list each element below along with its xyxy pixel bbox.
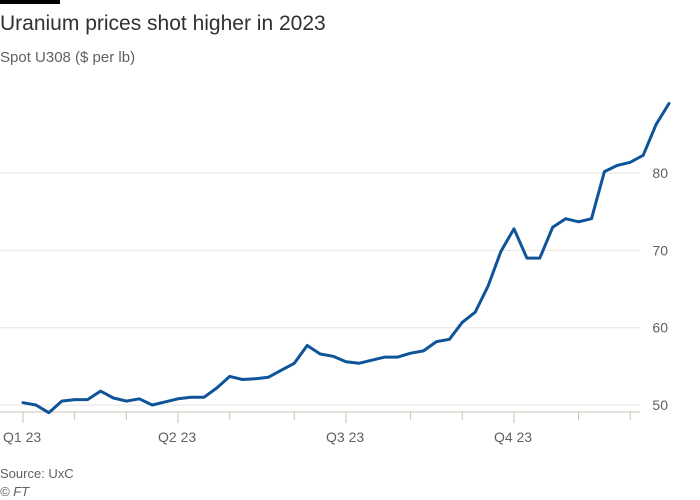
copyright: © FT (0, 484, 30, 499)
y-tick-label: 70 (652, 242, 668, 258)
y-tick-label: 60 (652, 320, 668, 336)
x-tick-label: Q3 23 (326, 429, 364, 445)
y-tick-label: 50 (652, 397, 668, 413)
x-tick-label: Q2 23 (158, 429, 196, 445)
x-tick-label: Q1 23 (3, 429, 41, 445)
chart-subtitle: Spot U308 ($ per lb) (0, 49, 136, 66)
chart-title: Uranium prices shot higher in 2023 (0, 12, 326, 35)
series-line-spot-u308 (21, 102, 671, 415)
y-tick-label: 80 (652, 165, 668, 181)
ft-brand-bar (0, 0, 60, 4)
x-tick-label: Q4 23 (494, 429, 532, 445)
source-note: Source: UxC (0, 466, 74, 481)
